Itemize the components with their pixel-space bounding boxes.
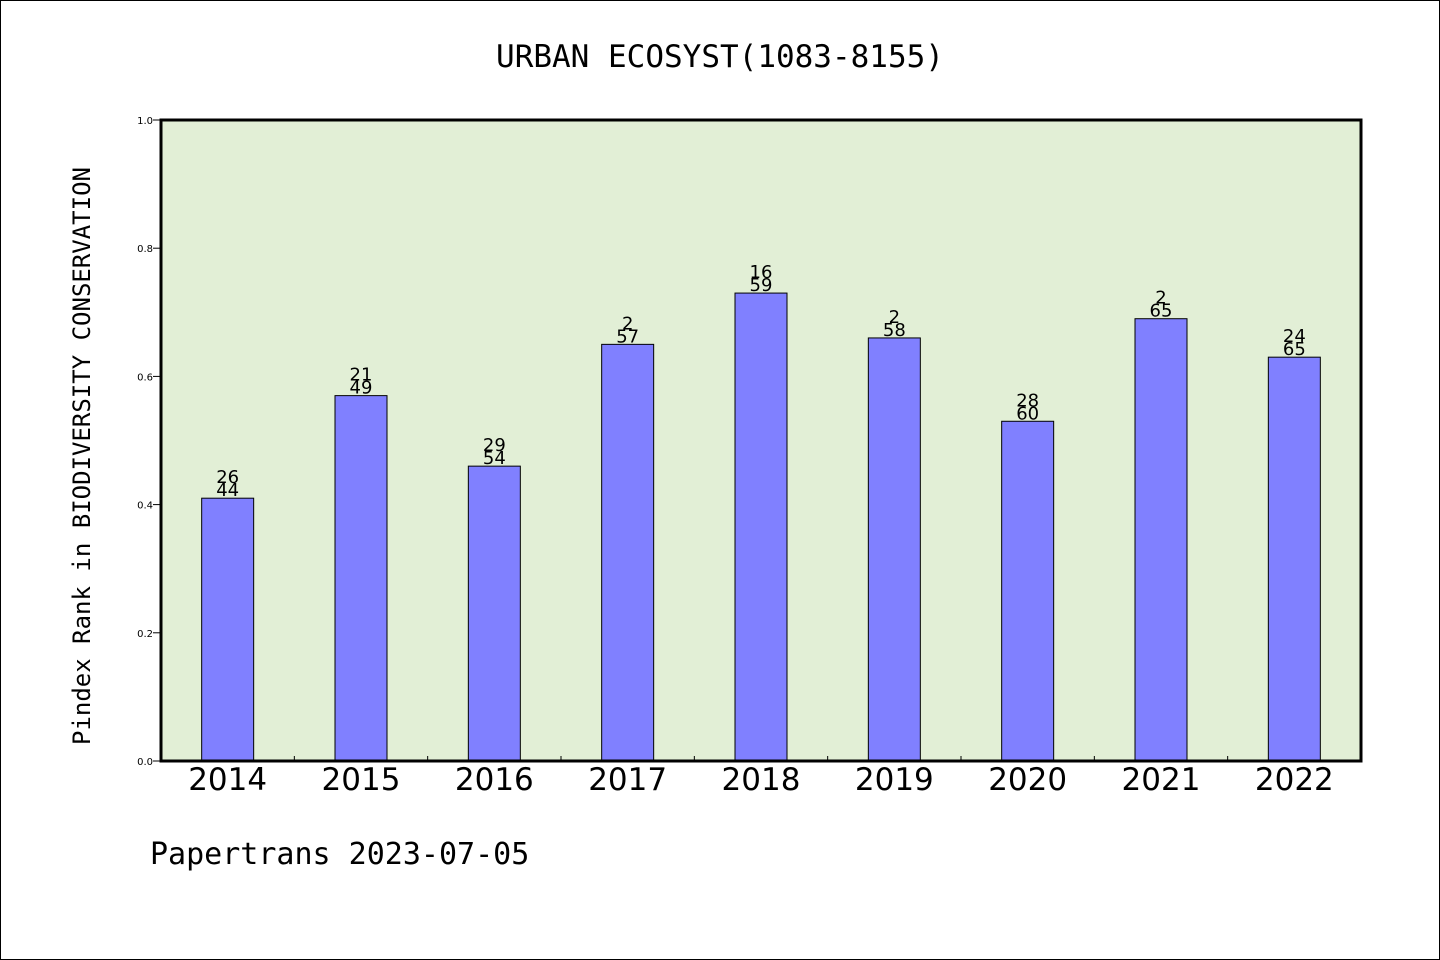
bar-2017	[601, 343, 655, 762]
y-tick-label: 0.4	[137, 501, 153, 512]
bar-label-bottom: 58	[883, 320, 906, 341]
y-tick-label: 1.0	[137, 116, 153, 127]
bar-label-bottom: 65	[1283, 339, 1306, 360]
bar-2022	[1267, 356, 1321, 762]
bar-label-bottom: 65	[1150, 301, 1173, 322]
x-tick-label-2014: 2014	[188, 762, 267, 798]
y-tick-label: 0.6	[137, 372, 153, 383]
bar-label-bottom: 60	[1016, 403, 1039, 424]
plot-border	[159, 118, 1363, 763]
bar-label-top: 16	[750, 262, 773, 283]
x-tick-label-2018: 2018	[722, 762, 801, 798]
x-tick-label-2015: 2015	[322, 762, 401, 798]
bar-label-top: 2	[622, 313, 633, 334]
bar-2019	[867, 337, 921, 762]
bar-2014	[201, 497, 255, 762]
bar-label-bottom: 59	[750, 275, 773, 296]
y-tick-label: 0.8	[137, 244, 153, 255]
x-tick-label-2016: 2016	[455, 762, 534, 798]
bar-label-top: 24	[1283, 326, 1306, 347]
x-tick-label-2020: 2020	[988, 762, 1067, 798]
footer-date-label: Papertrans 2023-07-05	[150, 837, 529, 872]
x-tick-label-2017: 2017	[588, 762, 667, 798]
bar-label-top: 29	[483, 435, 506, 456]
x-axis-ticks: 2014 2015 2016 2017 2018 2019 2020 2021 2022	[188, 756, 1334, 798]
bar-label-top: 26	[216, 467, 239, 488]
bar-2015	[334, 395, 388, 762]
bar-2021	[1134, 318, 1188, 762]
y-tick-label: 0.0	[137, 757, 153, 768]
bar-2018	[734, 292, 788, 762]
bar-label-top: 21	[350, 365, 373, 386]
bar-label-bottom: 49	[350, 378, 373, 399]
bar-label-bottom: 44	[216, 480, 239, 501]
bar-label-top: 28	[1016, 390, 1039, 411]
x-tick-label-2022: 2022	[1255, 762, 1334, 798]
y-axis-ticks: 0.0 0.2 0.4 0.6 0.8 1.0	[137, 116, 161, 768]
bar-label-bottom: 57	[616, 326, 639, 347]
x-tick-label-2019: 2019	[855, 762, 934, 798]
bar-2020	[1001, 420, 1055, 762]
bar-label-top: 2	[889, 307, 900, 328]
y-tick-label: 0.2	[137, 629, 153, 640]
bar-2016	[467, 465, 521, 762]
y-axis-label: Pindex Rank in BIODIVERSITY CONSERVATION	[68, 167, 96, 745]
bar-label-bottom: 54	[483, 448, 506, 469]
x-tick-label-2021: 2021	[1122, 762, 1201, 798]
bar-label-top: 2	[1155, 288, 1166, 309]
chart-title: URBAN ECOSYST(1083-8155)	[496, 39, 944, 75]
